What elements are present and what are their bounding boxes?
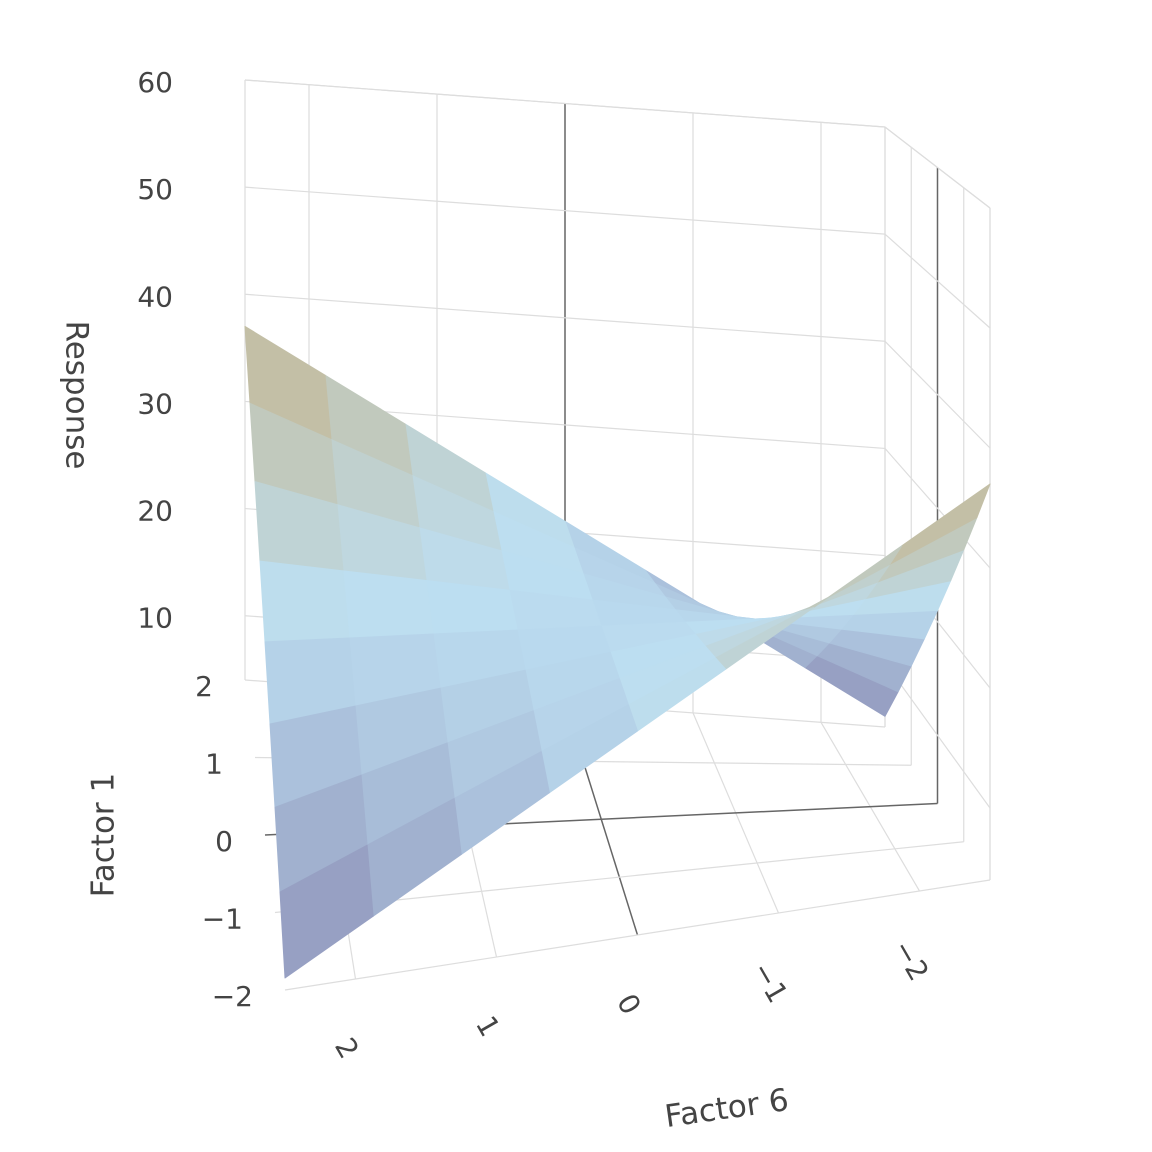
y-tick-label: 0	[215, 825, 233, 858]
y-tick-label: 1	[205, 748, 223, 781]
grid-line	[884, 233, 991, 329]
grid-line	[244, 79, 886, 128]
surface-patch	[342, 570, 434, 639]
surface-patch	[279, 844, 374, 979]
z-axis-title: Response	[59, 321, 95, 470]
z-tick-label: 30	[137, 387, 173, 420]
grid-line	[284, 879, 991, 991]
grid-line	[244, 186, 886, 235]
surface-patch	[259, 560, 350, 643]
x-tick-label: 1	[469, 1010, 506, 1042]
z-tick-label: 10	[137, 602, 173, 635]
grid-line	[884, 126, 991, 209]
x-tick-label: 2	[328, 1032, 365, 1064]
grid-line	[884, 340, 991, 449]
grid-line	[884, 448, 991, 569]
grid-line	[884, 662, 991, 809]
x-tick-label: −2	[886, 934, 935, 986]
x-tick-label: 0	[610, 988, 647, 1020]
y-tick-label: 2	[195, 670, 213, 703]
grid-line	[244, 293, 886, 342]
y-axis-title: Factor 1	[86, 773, 122, 897]
z-tick-label: 40	[137, 280, 173, 313]
x-tick-label: −1	[745, 956, 794, 1008]
layer	[244, 325, 991, 979]
x-axis-title: Factor 6	[663, 1082, 791, 1135]
y-tick-label: −1	[202, 903, 243, 936]
z-tick-label: 20	[137, 495, 173, 528]
z-tick-label: 50	[137, 173, 173, 206]
z-tick-label: 60	[137, 66, 173, 99]
y-tick-label: −2	[212, 980, 253, 1013]
